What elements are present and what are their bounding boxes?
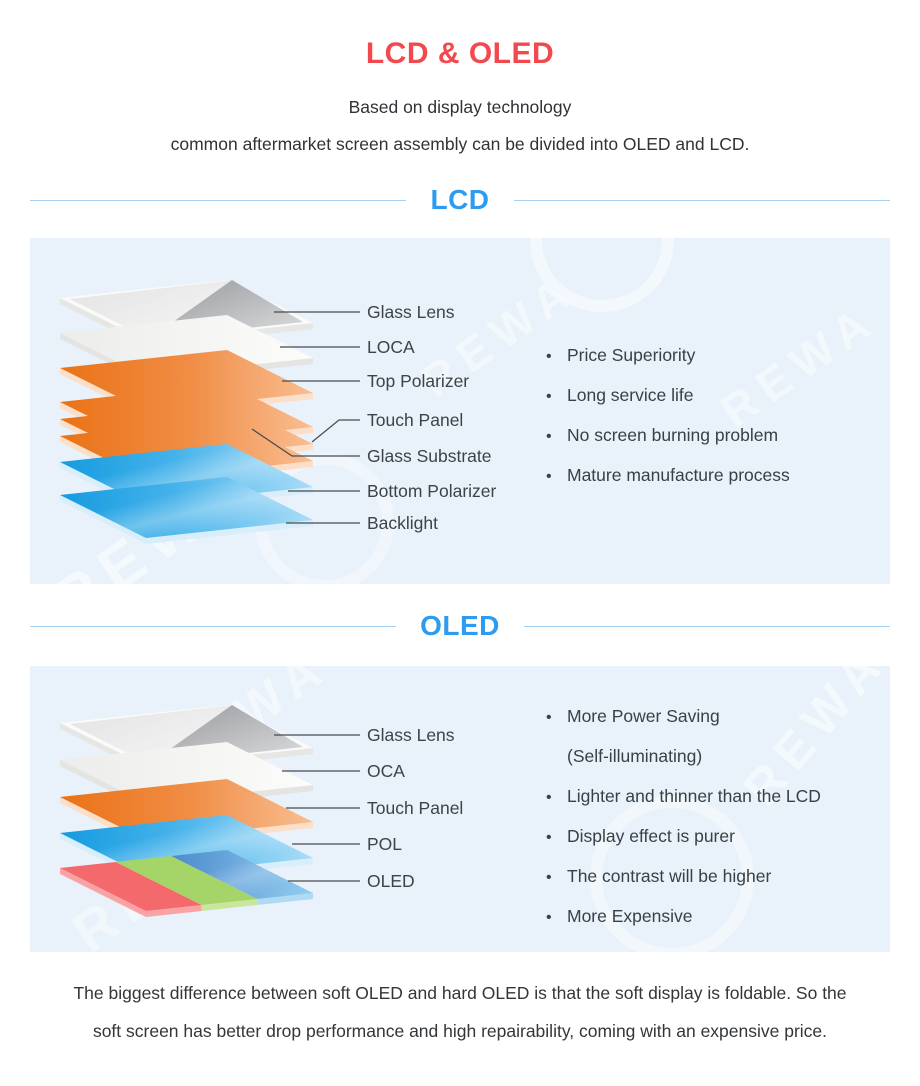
lcd-layer-diagram: Glass Lens LOCA Top Polarizer Touch Pane… [60,280,497,544]
lcd-panel: REWA REWA REWA [30,238,890,584]
oled-layer-oled-rgb [60,850,313,917]
lcd-advantages-list: Price Superiority Long service life No s… [546,336,790,496]
divider-line [30,199,407,201]
list-item: Long service life [546,376,790,416]
divider-line [523,625,890,627]
oled-label-oca: OCA [367,761,405,781]
divider-line [30,625,397,627]
oled-panel: REWA REWA REWA [30,666,890,952]
intro-line-2: common aftermarket screen assembly can b… [170,134,750,154]
oled-layer-diagram: Glass Lens OCA Touch Panel POL OLED [60,705,463,917]
oled-label-touch-panel: Touch Panel [367,798,463,818]
lcd-label-glass-substrate: Glass Substrate [367,446,492,466]
list-item: Mature manufacture process [546,456,790,496]
oled-label-oled: OLED [367,871,415,891]
lcd-label-top-polarizer: Top Polarizer [367,371,469,391]
oled-heading-text: OLED [420,610,500,641]
lcd-label-loca: LOCA [367,337,415,357]
footer-line-2: soft screen has better drop performance … [92,1021,828,1041]
oled-section-heading: OLED [30,610,890,641]
oled-label-pol: POL [367,834,402,854]
rewa-watermark-ring [530,238,674,312]
page-title: LCD & OLED [365,37,555,70]
lcd-section-heading: LCD [30,184,891,215]
intro-line-1: Based on display technology [348,97,572,117]
oled-advantages-list: More Power Saving (Self-illuminating) Li… [546,697,821,937]
lcd-label-backlight: Backlight [367,513,438,533]
oled-layer-pol [60,815,313,882]
list-item: No screen burning problem [546,416,790,456]
lcd-label-touch-panel: Touch Panel [367,410,463,430]
lcd-heading-text: LCD [430,184,490,215]
lcd-label-bottom-polarizer: Bottom Polarizer [367,481,497,501]
oled-label-glass-lens: Glass Lens [367,725,455,745]
leader-glass-substrate [251,428,360,457]
list-item: Display effect is purer [546,817,821,857]
lcd-layer-backlight [60,477,313,544]
list-item: The contrast will be higher [546,857,821,897]
list-item: More Expensive [546,897,821,937]
lcd-label-glass-lens: Glass Lens [367,302,455,322]
leader-touch-panel [311,419,360,443]
footer-line-1: The biggest difference between soft OLED… [73,983,847,1003]
list-item: More Power Saving [546,697,821,737]
list-item-continuation: (Self-illuminating) [546,737,821,777]
list-item: Price Superiority [546,336,790,376]
list-item: Lighter and thinner than the LCD [546,777,821,817]
divider-line [513,199,891,201]
